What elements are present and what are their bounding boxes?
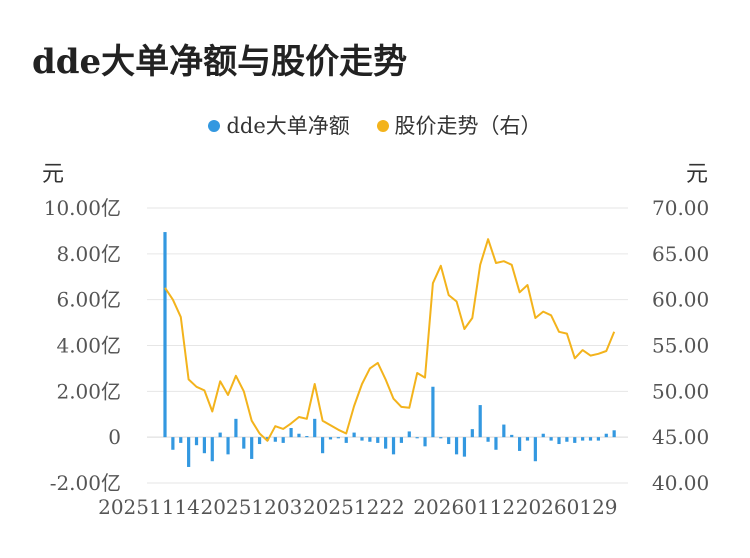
y-right-tick-label: 60.00: [652, 288, 709, 312]
y-right-tick-label: 55.00: [652, 334, 709, 358]
bar[interactable]: [328, 437, 333, 440]
x-tick-label: 20260112: [413, 495, 515, 519]
bar[interactable]: [439, 437, 443, 439]
chart-title: dde大单净额与股价走势: [32, 42, 408, 82]
y-left-tick-label: 4.00亿: [56, 334, 121, 358]
bar[interactable]: [218, 432, 222, 438]
bar[interactable]: [486, 437, 490, 442]
y-left-tick-label: 10.00亿: [44, 196, 121, 220]
legend-item-line[interactable]: 股价走势（右）: [376, 110, 542, 140]
bar[interactable]: [604, 433, 608, 438]
bar[interactable]: [210, 437, 214, 462]
bar[interactable]: [194, 437, 199, 446]
bar[interactable]: [533, 437, 537, 462]
bar[interactable]: [557, 437, 561, 445]
y-left-tick-label: 8.00亿: [56, 242, 121, 266]
x-tick-label: 20260129: [516, 495, 618, 519]
bar[interactable]: [297, 433, 301, 438]
bar[interactable]: [494, 437, 498, 450]
bar[interactable]: [541, 433, 545, 438]
x-tick-label: 20251222: [303, 495, 405, 519]
bar[interactable]: [257, 437, 262, 445]
y-right-tick-label: 40.00: [652, 471, 709, 495]
bar[interactable]: [549, 437, 553, 441]
y-left-tick-label: 6.00亿: [56, 288, 121, 312]
bar[interactable]: [573, 437, 577, 443]
bar[interactable]: [596, 437, 600, 441]
y-right-tick-label: 50.00: [652, 379, 709, 403]
bar[interactable]: [368, 437, 372, 442]
axes: 10.00亿 70.00 8.00亿 65.00 6.00亿 60.00 4.00亿 55.0…: [44, 196, 710, 519]
legend: dde大单净额 股价走势（右）: [0, 110, 750, 140]
y-right-tick-label: 45.00: [652, 425, 709, 449]
bar-series: [163, 232, 616, 467]
bar[interactable]: [242, 437, 246, 449]
grid: [147, 207, 628, 484]
bar[interactable]: [525, 437, 530, 441]
bar[interactable]: [454, 437, 459, 455]
bar[interactable]: [273, 437, 277, 442]
bar[interactable]: [470, 429, 474, 438]
bar[interactable]: [431, 386, 435, 438]
bar[interactable]: [313, 418, 317, 438]
bar[interactable]: [391, 437, 396, 455]
line-series: [164, 238, 616, 442]
y-right-unit: 元: [685, 162, 708, 187]
bar[interactable]: [399, 437, 403, 443]
bar[interactable]: [588, 437, 593, 441]
legend-label-line: 股价走势（右）: [394, 114, 542, 138]
bar[interactable]: [612, 430, 616, 438]
legend-label-bar: dde大单净额: [226, 114, 350, 138]
price-line[interactable]: [164, 238, 616, 442]
x-tick-label: 20251114: [98, 495, 200, 519]
bar[interactable]: [415, 437, 419, 439]
bar[interactable]: [336, 437, 340, 439]
legend-dot-icon: [208, 119, 221, 132]
bar[interactable]: [234, 418, 238, 438]
bar[interactable]: [581, 437, 585, 441]
bar[interactable]: [250, 437, 254, 459]
bar[interactable]: [376, 437, 380, 443]
bar[interactable]: [360, 437, 364, 441]
bar[interactable]: [202, 437, 206, 454]
bar[interactable]: [163, 232, 167, 438]
bar[interactable]: [289, 428, 293, 438]
bar[interactable]: [344, 437, 348, 443]
y-right-tick-label: 65.00: [652, 242, 709, 266]
bar[interactable]: [478, 405, 482, 438]
legend-dot-icon: [376, 119, 389, 132]
bar[interactable]: [447, 437, 451, 445]
bar[interactable]: [384, 437, 388, 449]
y-right-tick-label: 70.00: [652, 196, 709, 220]
bar[interactable]: [226, 437, 230, 455]
bar[interactable]: [321, 437, 325, 454]
legend-item-bar[interactable]: dde大单净额: [208, 110, 350, 140]
bar[interactable]: [281, 437, 285, 443]
y-left-tick-label: -2.00亿: [50, 471, 121, 495]
bar[interactable]: [352, 432, 356, 438]
bar[interactable]: [565, 437, 569, 442]
x-tick-label: 20251203: [201, 495, 303, 519]
y-left-tick-label: 0: [108, 425, 121, 449]
bar[interactable]: [407, 431, 411, 438]
bar[interactable]: [305, 436, 309, 438]
y-left-unit: 元: [42, 162, 65, 187]
bar[interactable]: [179, 437, 183, 443]
bar[interactable]: [171, 437, 175, 450]
bar[interactable]: [518, 437, 522, 451]
bar[interactable]: [502, 424, 506, 438]
bar[interactable]: [187, 437, 191, 467]
y-left-tick-label: 2.00亿: [56, 379, 121, 403]
bar[interactable]: [462, 437, 467, 457]
bar[interactable]: [423, 437, 427, 447]
bar[interactable]: [510, 434, 514, 438]
